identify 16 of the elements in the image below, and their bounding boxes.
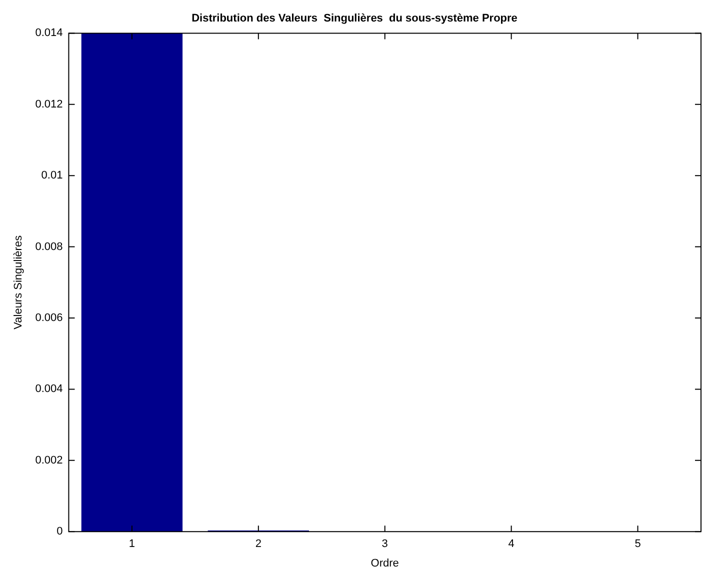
x-tick-label: 3: [382, 538, 388, 550]
chart-title: Distribution des Valeurs Singulières du sous-système Propre: [192, 12, 518, 25]
y-tick-label: 0.012: [35, 98, 63, 110]
x-axis-title: Ordre: [370, 557, 399, 570]
y-tick-label: 0.004: [35, 383, 63, 396]
x-tick-label: 4: [508, 538, 514, 550]
x-tick-label: 2: [255, 538, 262, 550]
y-tick-label: 0.014: [35, 27, 63, 40]
y-tick-label: 0.002: [35, 454, 63, 466]
x-tick-label: 1: [128, 538, 136, 550]
y-tick-label: 0.006: [35, 312, 63, 324]
y-tick-label: 0: [56, 526, 63, 538]
x-tick-label: 5: [634, 538, 641, 550]
y-axis-title: Valeurs Singulières: [12, 234, 25, 330]
y-tick-label: 0.008: [35, 240, 63, 253]
y-tick-label: 0.01: [41, 170, 63, 182]
